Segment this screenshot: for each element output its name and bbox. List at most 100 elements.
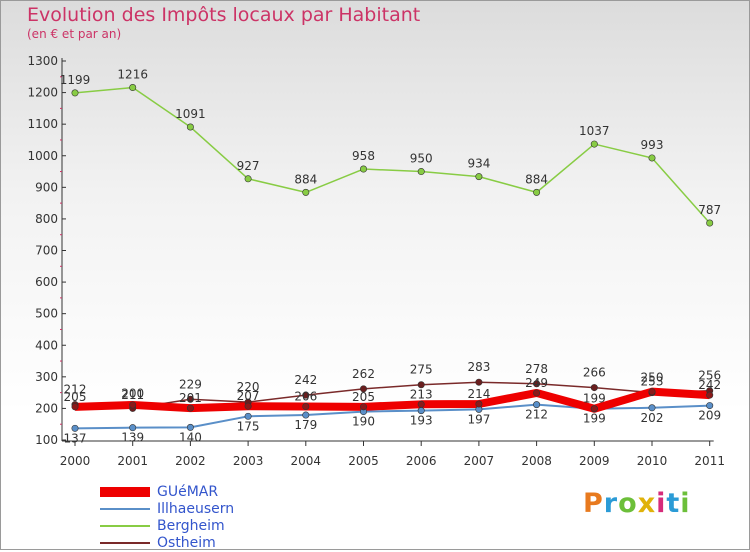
legend-swatch xyxy=(100,487,150,497)
legend-label: Ostheim xyxy=(157,535,216,551)
x-tick-label: 2007 xyxy=(464,454,495,468)
data-label: 884 xyxy=(294,172,317,186)
data-point xyxy=(129,401,137,409)
data-label: 242 xyxy=(698,378,721,392)
data-point xyxy=(186,123,194,131)
x-tick-label: 2006 xyxy=(406,454,437,468)
x-tick-label: 2011 xyxy=(694,454,725,468)
data-point xyxy=(129,84,137,92)
data-point xyxy=(706,402,714,410)
x-tick-label: 2002 xyxy=(175,454,206,468)
data-label: 179 xyxy=(294,418,317,432)
data-point xyxy=(302,391,310,399)
data-label: 199 xyxy=(583,392,606,406)
y-tick-label: 300 xyxy=(35,370,58,384)
data-point xyxy=(648,388,656,396)
x-tick-label: 2010 xyxy=(637,454,668,468)
data-label: 137 xyxy=(64,431,87,445)
data-label: 1216 xyxy=(117,68,148,82)
data-label: 206 xyxy=(294,390,317,404)
logo-letter: x xyxy=(637,488,657,519)
legend-swatch xyxy=(100,542,150,544)
series-line-3 xyxy=(74,381,710,410)
data-label: 199 xyxy=(583,412,606,426)
data-point xyxy=(359,403,367,411)
logo-letter: o xyxy=(618,488,638,519)
data-label: 205 xyxy=(352,390,375,404)
data-label: 220 xyxy=(237,380,260,394)
data-label: 193 xyxy=(410,414,433,428)
chart-title: Evolution des Impôts locaux par Habitant xyxy=(27,4,421,26)
logo-letter: r xyxy=(603,488,619,519)
x-tick-label: 2000 xyxy=(60,454,91,468)
data-label: 190 xyxy=(352,415,375,429)
data-point xyxy=(244,412,252,420)
data-label: 275 xyxy=(410,363,433,377)
y-tick-label: 600 xyxy=(35,275,58,289)
data-point xyxy=(359,165,367,173)
data-point xyxy=(244,402,252,410)
data-point xyxy=(302,403,310,411)
data-point xyxy=(71,403,79,411)
y-tick-label: 200 xyxy=(35,401,58,415)
data-point xyxy=(186,404,194,412)
x-tick-label: 2008 xyxy=(521,454,552,468)
data-point xyxy=(475,173,483,181)
data-label: 958 xyxy=(352,149,375,163)
data-label: 229 xyxy=(179,377,202,391)
data-label: 211 xyxy=(121,388,144,402)
y-tick-label: 700 xyxy=(35,244,58,258)
data-point xyxy=(475,378,483,386)
y-tick-label: 500 xyxy=(35,307,58,321)
data-point xyxy=(475,400,483,408)
data-label: 207 xyxy=(237,389,260,403)
data-point xyxy=(417,400,425,408)
legend-swatch xyxy=(100,525,150,527)
data-point xyxy=(533,188,541,196)
data-label: 934 xyxy=(467,157,490,171)
data-label: 250 xyxy=(641,371,664,385)
data-label: 213 xyxy=(410,387,433,401)
data-label: 927 xyxy=(237,159,260,173)
data-label: 884 xyxy=(525,172,548,186)
data-point xyxy=(533,389,541,397)
data-label: 950 xyxy=(410,152,433,166)
y-tick-label: 1100 xyxy=(27,117,58,131)
data-point xyxy=(359,385,367,393)
data-point xyxy=(129,424,137,432)
data-label: 787 xyxy=(698,203,721,217)
data-label: 283 xyxy=(467,360,490,374)
data-label: 197 xyxy=(467,412,490,426)
data-point xyxy=(648,154,656,162)
x-tick-label: 2004 xyxy=(291,454,322,468)
legend-label: GUéMAR xyxy=(157,484,219,500)
x-tick-label: 2001 xyxy=(117,454,148,468)
data-label: 1037 xyxy=(579,124,610,138)
data-label: 1199 xyxy=(60,73,91,87)
y-tick-label: 1300 xyxy=(27,54,58,68)
data-label: 201 xyxy=(179,391,202,405)
y-tick-label: 900 xyxy=(35,180,58,194)
data-label: 993 xyxy=(641,138,664,152)
data-label: 1091 xyxy=(175,107,206,121)
data-label: 200 xyxy=(121,386,144,400)
data-point xyxy=(186,395,194,403)
chart-subtitle: (en € et par an) xyxy=(27,27,122,41)
y-tick-label: 100 xyxy=(35,433,58,447)
data-point xyxy=(71,424,79,432)
data-label: 214 xyxy=(467,387,490,401)
data-point xyxy=(71,89,79,97)
data-label: 256 xyxy=(698,369,721,383)
logo-letter: i xyxy=(656,488,667,519)
data-label: 262 xyxy=(352,367,375,381)
data-point xyxy=(590,384,598,392)
data-point xyxy=(244,175,252,183)
data-point xyxy=(590,405,598,413)
y-tick-label: 800 xyxy=(35,212,58,226)
data-label: 209 xyxy=(698,409,721,423)
logo-letter: i xyxy=(680,488,691,519)
data-point xyxy=(302,188,310,196)
data-point xyxy=(533,380,541,388)
